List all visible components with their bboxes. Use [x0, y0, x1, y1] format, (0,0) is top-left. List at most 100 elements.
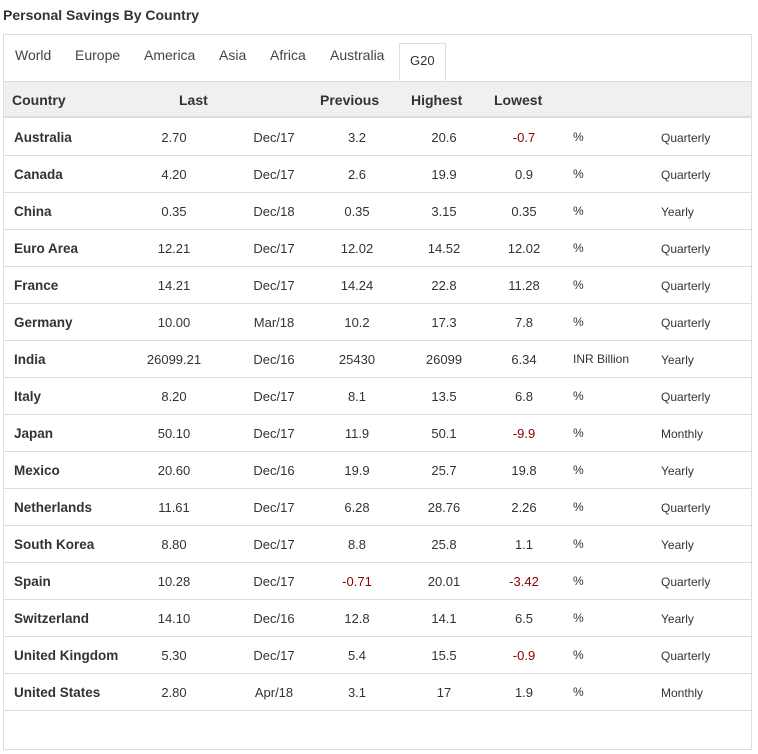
last-value-cell: 14.10: [157, 611, 191, 626]
column-header-last[interactable]: Last: [179, 92, 208, 108]
table-body: Australia 2.70 Dec/17 3.2 20.6 -0.7% Quarterly…: [4, 119, 751, 711]
last-value-cell: 26099.21: [146, 352, 202, 367]
highest-value-cell: 25.7: [431, 463, 457, 478]
country-cell[interactable]: Switzerland: [14, 611, 90, 626]
last-value-cell: 4.20: [161, 167, 187, 182]
region-tabs: World Europe America Asia Africa Austral…: [4, 35, 751, 82]
date-cell: Dec/17: [253, 537, 295, 552]
unit-cell: %: [573, 389, 584, 403]
unit-cell: %: [573, 463, 584, 477]
column-header-previous[interactable]: Previous: [320, 92, 380, 108]
frequency-cell: Quarterly: [661, 649, 711, 663]
frequency-cell: Monthly: [661, 686, 704, 700]
country-cell[interactable]: United Kingdom: [14, 648, 119, 663]
country-cell[interactable]: China: [14, 204, 52, 219]
tab-europe[interactable]: Europe: [75, 47, 121, 63]
country-cell[interactable]: Italy: [14, 389, 42, 404]
unit-cell: %: [573, 611, 584, 625]
last-value-cell: 14.21: [157, 278, 191, 293]
unit-cell: %: [573, 167, 584, 181]
column-header-country[interactable]: Country: [12, 92, 66, 108]
country-cell[interactable]: Japan: [14, 426, 54, 441]
table-row: Italy 8.20 Dec/17 8.1 13.5 6.8% Quarterly: [4, 378, 751, 415]
highest-value-cell: 17.3: [431, 315, 457, 330]
highest-value-cell: 28.76: [427, 500, 461, 515]
last-value-cell: 20.60: [157, 463, 191, 478]
date-cell: Dec/17: [253, 648, 295, 663]
last-value-cell: 11.61: [158, 500, 190, 515]
date-cell: Dec/16: [253, 352, 295, 367]
last-value-cell: 10.28: [157, 574, 191, 589]
country-cell[interactable]: Spain: [14, 574, 51, 589]
country-cell[interactable]: Euro Area: [14, 241, 79, 256]
country-cell[interactable]: Mexico: [14, 463, 60, 478]
date-cell: Dec/18: [253, 204, 295, 219]
country-cell[interactable]: Germany: [14, 315, 73, 330]
unit-cell: %: [573, 685, 584, 699]
tab-g20[interactable]: G20: [399, 43, 446, 81]
tab-africa[interactable]: Africa: [270, 47, 306, 63]
previous-value-cell: 2.6: [347, 167, 367, 182]
table-row: South Korea 8.80 Dec/17 8.8 25.8 1.1% Yearly: [4, 526, 751, 563]
unit-cell: INR Billion: [573, 352, 630, 366]
highest-value-cell: 14.52: [427, 241, 461, 256]
lowest-value-cell: -0.7: [512, 130, 536, 145]
frequency-cell: Quarterly: [661, 168, 711, 182]
previous-value-cell: 12.02: [340, 241, 374, 256]
previous-value-cell: -0.71: [342, 574, 372, 589]
table-row: Germany 10.00 Mar/18 10.2 17.3 7.8% Quarterly: [4, 304, 751, 341]
frequency-cell: Monthly: [661, 427, 704, 441]
table-row: France 14.21 Dec/17 14.24 22.8 11.28% Quarterl…: [4, 267, 751, 304]
previous-value-cell: 8.1: [347, 389, 367, 404]
column-header-lowest[interactable]: Lowest: [494, 92, 543, 108]
date-cell: Dec/17: [253, 500, 295, 515]
previous-value-cell: 8.8: [347, 537, 367, 552]
country-cell[interactable]: Canada: [14, 167, 63, 182]
tab-america[interactable]: America: [144, 47, 196, 63]
lowest-value-cell: 7.8: [514, 315, 534, 330]
table-row: United States 2.80 Apr/18 3.1 17 1.9% Monthly: [4, 674, 751, 711]
last-value-cell: 12.21: [157, 241, 191, 256]
frequency-cell: Yearly: [661, 205, 694, 219]
date-cell: Dec/17: [253, 130, 295, 145]
country-cell[interactable]: United States: [14, 685, 101, 700]
country-cell[interactable]: France: [14, 278, 59, 293]
highest-value-cell: 19.9: [431, 167, 457, 182]
tab-world[interactable]: World: [15, 47, 52, 63]
country-cell[interactable]: India: [14, 352, 46, 367]
table-row: Euro Area 12.21 Dec/17 12.02 14.52 12.02% Quar…: [4, 230, 751, 267]
unit-cell: %: [573, 130, 584, 144]
previous-value-cell: 25430: [338, 352, 376, 367]
date-cell: Dec/17: [253, 426, 295, 441]
last-value-cell: 2.70: [161, 130, 187, 145]
highest-value-cell: 20.01: [427, 574, 461, 589]
frequency-cell: Yearly: [661, 538, 694, 552]
table-header: Country Last Previous Highest Lowest: [4, 82, 751, 118]
unit-cell: %: [573, 278, 584, 292]
highest-value-cell: 13.5: [431, 389, 457, 404]
previous-value-cell: 19.9: [344, 463, 370, 478]
lowest-value-cell: 19.8: [511, 463, 537, 478]
highest-value-cell: 20.6: [431, 130, 457, 145]
country-cell[interactable]: Australia: [14, 130, 72, 145]
previous-value-cell: 12.8: [344, 611, 370, 626]
date-cell: Dec/16: [253, 463, 295, 478]
date-cell: Mar/18: [253, 315, 295, 330]
country-cell[interactable]: Netherlands: [14, 500, 93, 515]
column-header-highest[interactable]: Highest: [411, 92, 463, 108]
unit-cell: %: [573, 241, 584, 255]
unit-cell: %: [573, 500, 584, 514]
highest-value-cell: 26099: [425, 352, 463, 367]
highest-value-cell: 3.15: [431, 204, 457, 219]
tab-asia[interactable]: Asia: [219, 47, 247, 63]
unit-cell: %: [573, 204, 584, 218]
date-cell: Dec/17: [253, 389, 295, 404]
country-cell[interactable]: South Korea: [14, 537, 95, 552]
lowest-value-cell: -3.42: [509, 574, 539, 589]
tab-australia[interactable]: Australia: [330, 47, 385, 63]
last-value-cell: 5.30: [161, 648, 187, 663]
frequency-cell: Yearly: [661, 612, 694, 626]
previous-value-cell: 10.2: [344, 315, 370, 330]
table-row: China 0.35 Dec/18 0.35 3.15 0.35% Yearly: [4, 193, 751, 230]
lowest-value-cell: 12.02: [507, 241, 541, 256]
